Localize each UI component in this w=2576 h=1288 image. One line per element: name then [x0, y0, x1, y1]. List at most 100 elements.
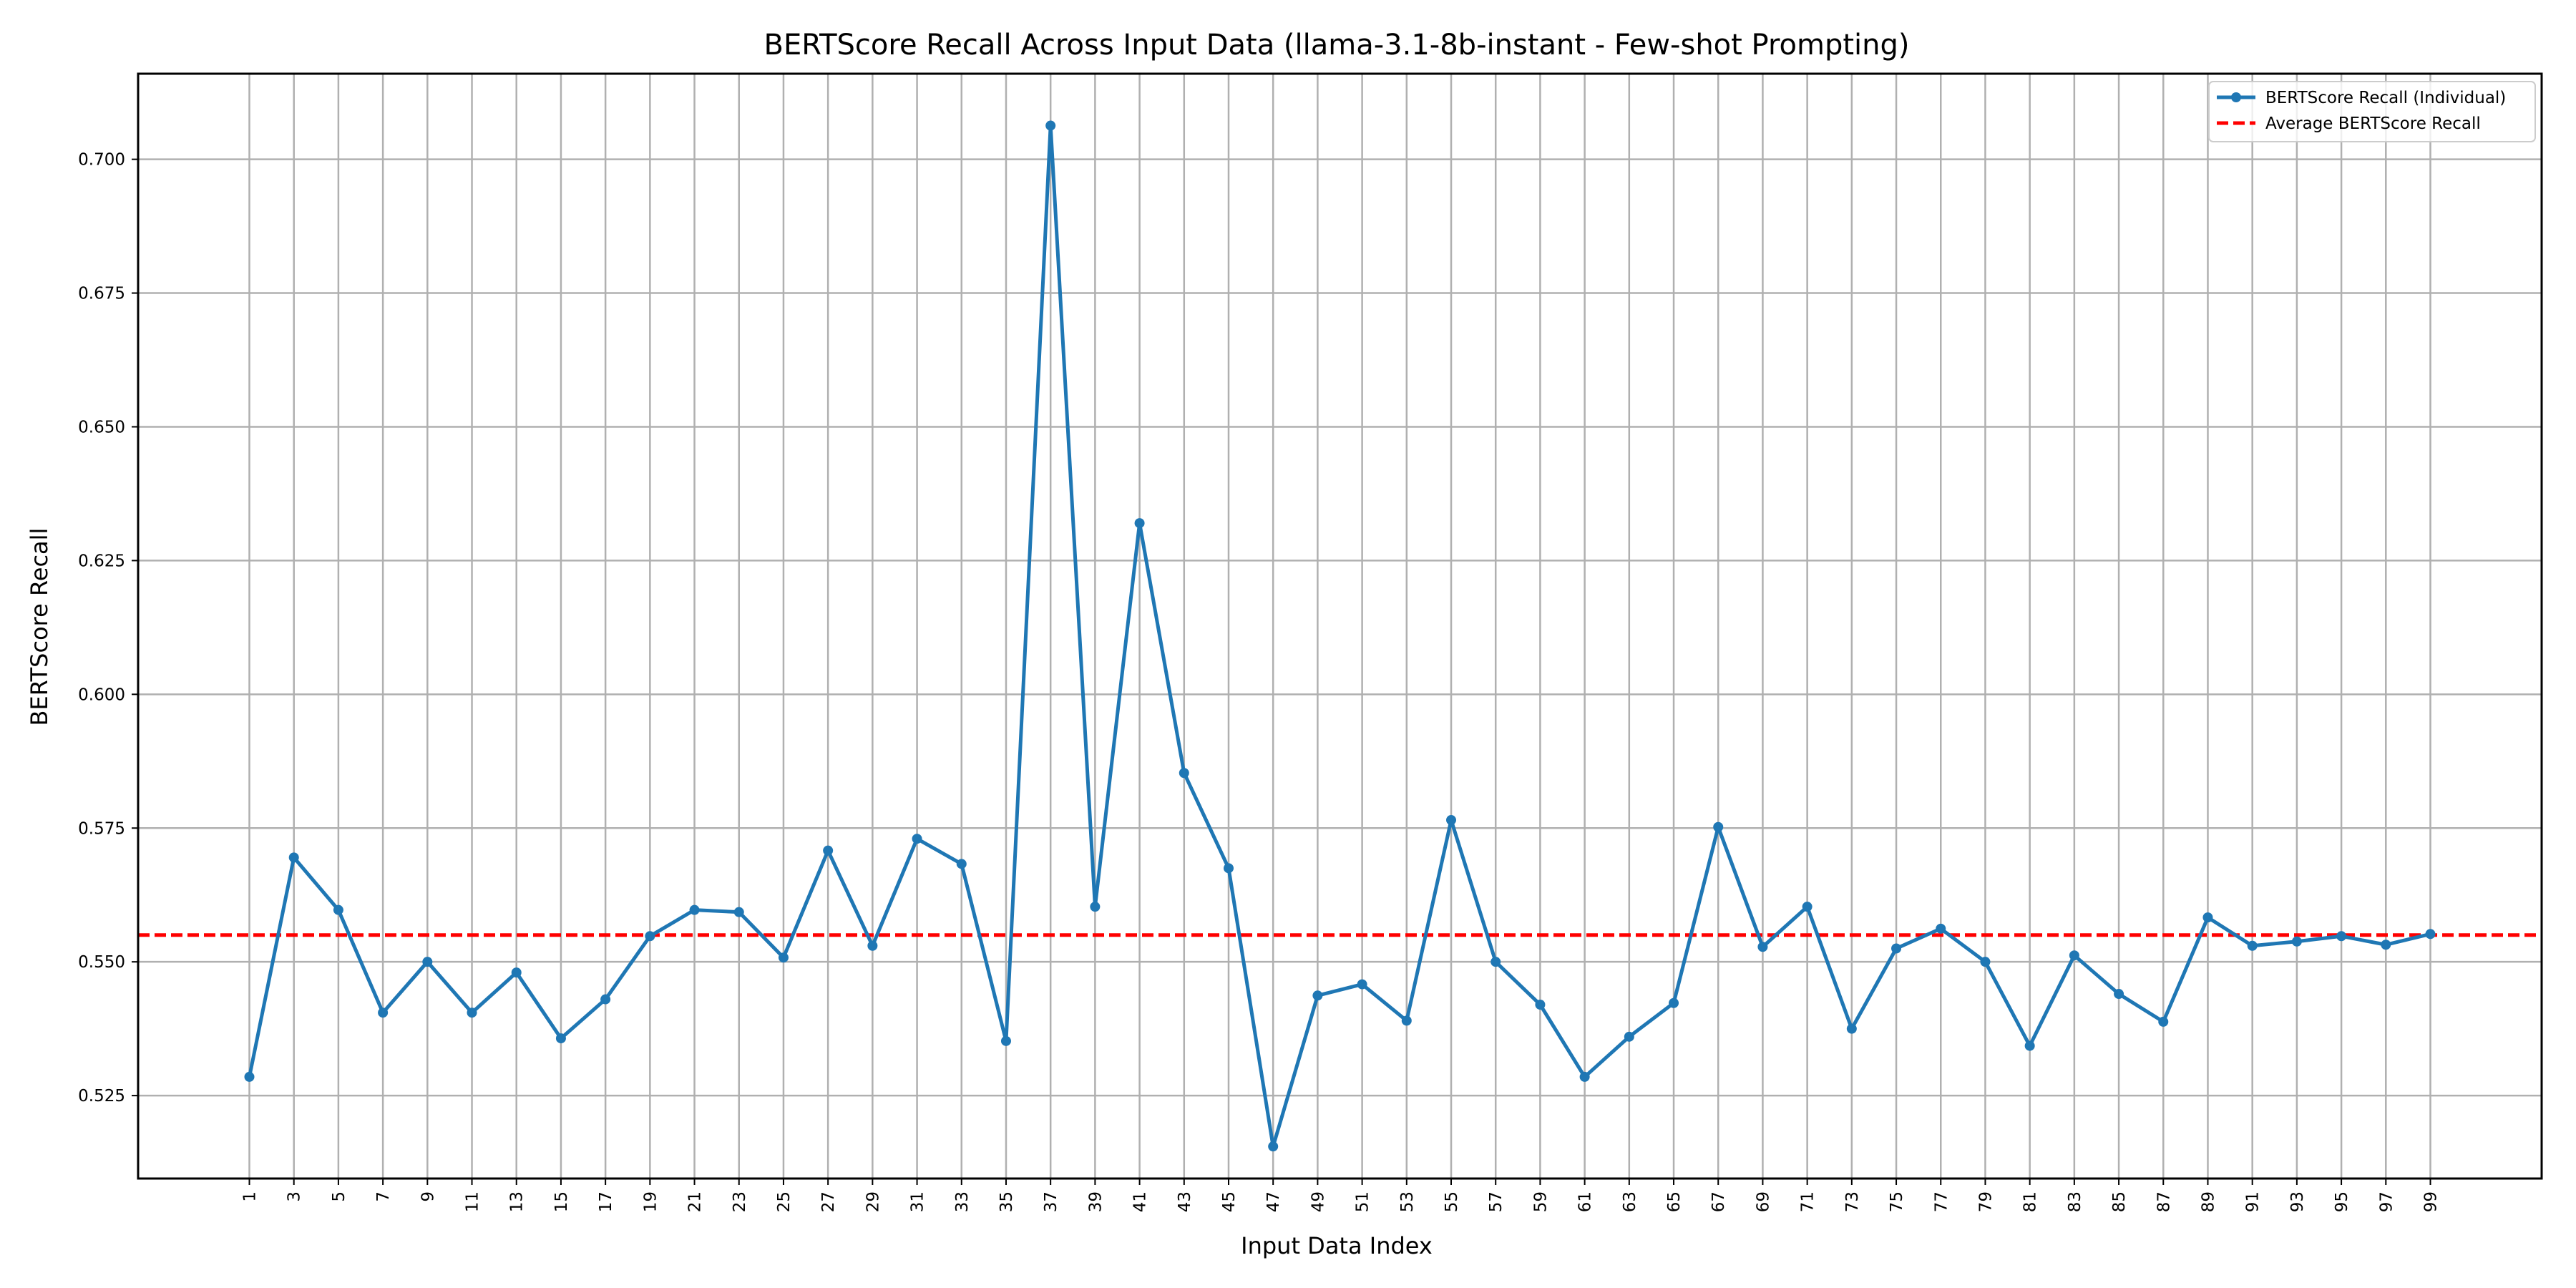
x-tick-label: 9 — [419, 1191, 437, 1202]
x-tick-label: 81 — [2021, 1191, 2040, 1212]
x-tick-label: 69 — [1754, 1191, 1772, 1212]
series-layer — [244, 120, 2436, 1152]
y-tick-label: 0.650 — [78, 418, 125, 436]
legend: BERTScore Recall (Individual) Average BE… — [2208, 81, 2536, 142]
data-point — [1312, 990, 1323, 1001]
x-tick-label: 41 — [1131, 1191, 1150, 1212]
y-tick-label: 0.675 — [78, 285, 125, 303]
x-tick-label: 71 — [1799, 1191, 1818, 1212]
data-point — [2158, 1016, 2169, 1027]
y-tick-label: 0.625 — [78, 552, 125, 570]
x-tick-label: 55 — [1443, 1191, 1461, 1212]
data-point — [2381, 940, 2391, 950]
data-point — [2336, 931, 2347, 942]
legend-label-average: Average BERTScore Recall — [2265, 114, 2481, 133]
y-tick-label: 0.525 — [78, 1087, 125, 1106]
data-point — [867, 940, 878, 951]
grid-lines — [138, 74, 2542, 1179]
data-point — [378, 1008, 389, 1018]
data-point — [2069, 950, 2079, 961]
x-tick-label: 29 — [864, 1191, 882, 1212]
x-tick-label: 61 — [1576, 1191, 1595, 1212]
x-tick-label: 73 — [1843, 1191, 1862, 1212]
y-tick-label: 0.700 — [78, 151, 125, 170]
data-point — [2202, 912, 2213, 923]
data-point — [600, 994, 611, 1005]
x-tick-label: 47 — [1264, 1191, 1283, 1212]
x-axis-ticks: 1 3 5 7 9 11 13 15 17 19 21 23 25 27 29 31 33 35 37 39 41 43 4… — [241, 1179, 2440, 1212]
x-tick-label: 43 — [1176, 1191, 1194, 1212]
data-point — [1090, 902, 1101, 912]
data-point — [1846, 1023, 1857, 1034]
x-tick-label: 1 — [241, 1191, 260, 1202]
data-point — [1134, 518, 1145, 529]
x-tick-label: 7 — [374, 1191, 393, 1202]
data-point — [555, 1033, 566, 1044]
data-point — [1891, 943, 1902, 954]
x-tick-label: 85 — [2110, 1191, 2129, 1212]
data-point — [645, 931, 655, 942]
x-tick-label: 53 — [1398, 1191, 1417, 1212]
data-point — [2024, 1040, 2035, 1051]
x-tick-label: 13 — [508, 1191, 527, 1212]
chart-title: BERTScore Recall Across Input Data (llam… — [764, 29, 1910, 62]
data-point — [1669, 997, 1679, 1008]
data-point — [1713, 821, 1724, 832]
data-point — [1491, 957, 1501, 967]
x-tick-label: 77 — [1932, 1191, 1951, 1212]
x-tick-label: 83 — [2066, 1191, 2084, 1212]
x-tick-label: 5 — [330, 1191, 348, 1202]
data-point — [1757, 942, 1768, 952]
data-point — [511, 967, 522, 978]
x-tick-label: 23 — [731, 1191, 749, 1212]
data-point — [1401, 1015, 1412, 1026]
x-tick-label: 99 — [2421, 1191, 2440, 1212]
x-tick-label: 33 — [953, 1191, 972, 1212]
data-point — [956, 859, 967, 869]
x-axis-label: Input Data Index — [1241, 1232, 1433, 1259]
x-tick-label: 75 — [1888, 1191, 1906, 1212]
data-point — [1802, 902, 1813, 912]
x-tick-label: 51 — [1354, 1191, 1372, 1212]
data-point — [1579, 1071, 1590, 1082]
data-point — [823, 845, 834, 856]
x-tick-label: 57 — [1487, 1191, 1506, 1212]
data-point — [2425, 929, 2436, 940]
x-tick-label: 67 — [1709, 1191, 1728, 1212]
x-tick-label: 93 — [2288, 1191, 2307, 1212]
x-tick-label: 63 — [1621, 1191, 1639, 1212]
y-axis-label: BERTScore Recall — [26, 528, 53, 726]
x-tick-label: 89 — [2199, 1191, 2218, 1212]
data-point — [1535, 999, 1546, 1010]
plot-area-frame — [137, 72, 2543, 1180]
data-point — [1223, 863, 1234, 874]
data-point — [1357, 979, 1367, 990]
y-tick-label: 0.550 — [78, 953, 125, 972]
x-tick-label: 15 — [552, 1191, 571, 1212]
x-tick-label: 35 — [997, 1191, 1016, 1212]
legend-marker-individual — [2231, 92, 2241, 102]
data-point — [288, 852, 299, 863]
legend-label-individual: BERTScore Recall (Individual) — [2265, 89, 2506, 107]
data-point — [1268, 1141, 1279, 1152]
data-point — [2291, 936, 2302, 947]
x-tick-label: 21 — [686, 1191, 705, 1212]
data-point — [733, 907, 744, 917]
data-point — [2247, 940, 2258, 951]
series-line-individual-recall — [248, 124, 2431, 1148]
x-tick-label: 37 — [1042, 1191, 1060, 1212]
legend-box — [2208, 81, 2536, 142]
x-tick-label: 95 — [2333, 1191, 2351, 1212]
x-tick-label: 91 — [2244, 1191, 2263, 1212]
x-tick-label: 17 — [597, 1191, 615, 1212]
data-point — [689, 904, 700, 915]
data-point — [422, 957, 433, 967]
y-tick-label: 0.575 — [78, 819, 125, 838]
data-point — [1624, 1031, 1634, 1042]
x-tick-label: 19 — [641, 1191, 660, 1212]
data-point — [912, 834, 922, 844]
data-point — [1000, 1035, 1011, 1046]
x-tick-label: 39 — [1086, 1191, 1105, 1212]
x-tick-label: 31 — [909, 1191, 927, 1212]
